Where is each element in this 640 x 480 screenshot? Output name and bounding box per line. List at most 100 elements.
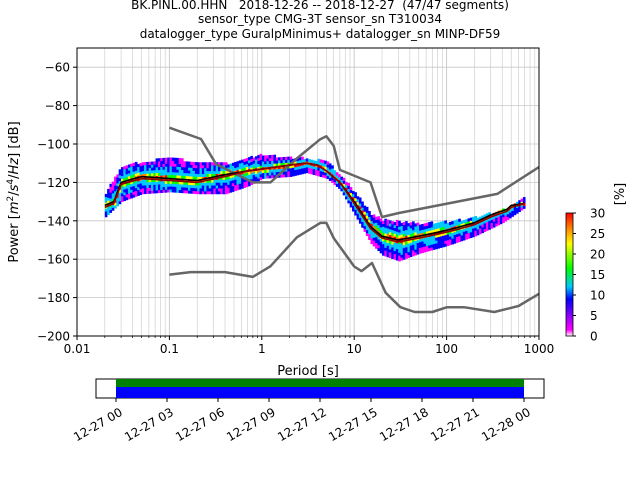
histogram-cell <box>234 161 237 166</box>
histogram-cell <box>153 190 156 194</box>
histogram-cell <box>301 159 304 163</box>
histogram-cell <box>178 163 182 168</box>
colorbar-tick-label: 20 <box>590 248 605 262</box>
histogram-cell <box>224 182 228 186</box>
histogram-cell <box>485 224 489 228</box>
histogram-cell <box>354 212 357 216</box>
histogram-cell <box>141 185 145 189</box>
histogram-cell <box>199 188 203 192</box>
histogram-cell <box>416 251 420 255</box>
histogram-cell <box>301 168 304 172</box>
histogram-cell <box>157 172 161 176</box>
histogram-cell <box>197 176 200 180</box>
histogram-cell <box>321 168 325 172</box>
histogram-cell <box>356 216 360 220</box>
histogram-cell <box>264 175 267 179</box>
histogram-cell <box>509 215 512 219</box>
histogram-cell <box>358 217 362 221</box>
histogram-cell <box>365 218 369 222</box>
histogram-cell <box>469 217 473 221</box>
histogram-cell <box>187 161 191 165</box>
histogram-cell <box>211 173 214 177</box>
histogram-cell <box>289 165 293 169</box>
histogram-cell <box>132 188 136 192</box>
histogram-cell <box>455 236 459 240</box>
histogram-cell <box>141 167 145 172</box>
histogram-cell <box>402 245 406 249</box>
histogram-cell <box>264 163 267 168</box>
histogram-cell <box>134 161 138 166</box>
histogram-cell <box>171 183 175 187</box>
histogram-cell <box>238 177 242 181</box>
histogram-cell <box>132 168 136 172</box>
histogram-cell <box>284 156 288 160</box>
histogram-cell <box>206 170 210 175</box>
histogram-cell <box>414 243 417 247</box>
histogram-cell <box>266 160 270 165</box>
histogram-cell <box>169 186 173 190</box>
histogram-cell <box>474 218 478 223</box>
histogram-cell <box>146 187 150 192</box>
histogram-cell <box>178 172 182 176</box>
histogram-cell <box>162 186 166 190</box>
histogram-cell <box>160 163 163 168</box>
histogram-cell <box>204 191 207 195</box>
histogram-cell <box>287 156 290 160</box>
histogram-cell <box>243 158 247 163</box>
histogram-cell <box>148 173 152 177</box>
histogram-cell <box>481 227 484 231</box>
histogram-cell <box>107 203 110 207</box>
histogram-cell <box>206 165 210 169</box>
histogram-cell <box>257 178 260 182</box>
histogram-cell <box>231 174 235 178</box>
histogram-cell <box>442 235 445 239</box>
histogram-cell <box>162 175 166 179</box>
histogram-cell <box>148 187 152 191</box>
y-label-part: 2 <box>6 196 16 202</box>
histogram-cell <box>201 176 205 180</box>
histogram-cell <box>400 234 404 238</box>
histogram-cell <box>169 160 173 164</box>
histogram-cell <box>273 163 277 167</box>
histogram-cell <box>446 231 450 235</box>
histogram-cell <box>155 181 159 185</box>
histogram-cell <box>351 208 355 212</box>
histogram-cell <box>104 199 108 203</box>
histogram-cell <box>134 164 138 168</box>
histogram-cell <box>176 189 180 193</box>
histogram-cell <box>171 172 175 176</box>
histogram-cell <box>382 220 385 224</box>
histogram-cell <box>153 172 156 177</box>
histogram-cell <box>222 176 226 180</box>
histogram-cell <box>365 232 369 236</box>
histogram-cell <box>289 159 293 163</box>
histogram-cell <box>395 228 399 232</box>
histogram-cell <box>127 164 131 168</box>
histogram-cell <box>197 185 200 189</box>
histogram-cell <box>495 217 498 221</box>
histogram-cell <box>248 174 251 178</box>
histogram-cell <box>245 163 249 167</box>
histogram-cell <box>515 207 519 211</box>
histogram-cell <box>395 237 399 241</box>
histogram-cell <box>201 165 205 169</box>
histogram-cell <box>107 209 110 213</box>
histogram-cell <box>460 223 464 227</box>
histogram-cell <box>409 239 413 243</box>
histogram-cell <box>485 219 489 223</box>
histogram-cell <box>118 198 122 202</box>
histogram-cell <box>291 164 295 168</box>
histogram-cell <box>439 233 443 237</box>
histogram-cell <box>386 231 390 235</box>
histogram-cell <box>393 247 397 252</box>
histogram-cell <box>388 254 392 259</box>
histogram-cell <box>287 162 290 166</box>
histogram-cell <box>462 228 466 232</box>
x-tick-label: 10 <box>347 342 362 356</box>
histogram-cell <box>453 231 457 235</box>
histogram-cell <box>435 228 438 232</box>
histogram-cell <box>469 226 473 230</box>
histogram-cell <box>497 213 501 217</box>
histogram-cell <box>414 240 417 244</box>
plot-title-line-3: datalogger_type GuralpMinimus+ datalogge… <box>139 27 501 41</box>
